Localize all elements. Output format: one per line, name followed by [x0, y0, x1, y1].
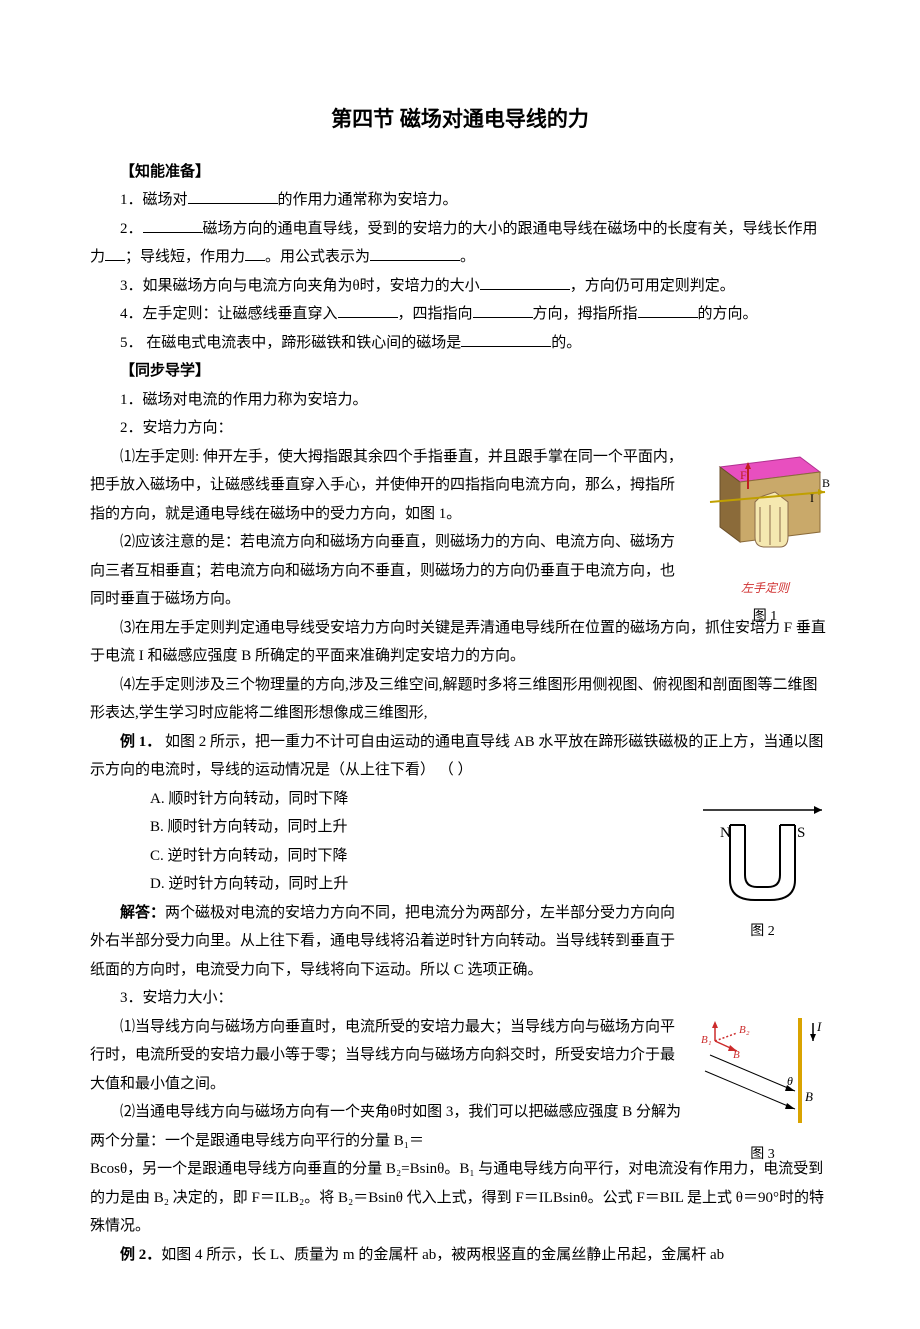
ex1-answer: 解答：两个磁极对电流的安培力方向不同，把电流分为两部分，左半部分受力方向向外右半…: [90, 899, 685, 985]
ex1-opt-d: D. 逆时针方向转动，同时上升: [90, 870, 685, 899]
sync-p3-1: ⑴当导线方向与磁场方向垂直时，电流所受的安培力最大；当导线方向与磁场方向平行时，…: [90, 1013, 685, 1099]
page-title: 第四节 磁场对通电导线的力: [90, 100, 830, 140]
fig1-caption: 图 1: [700, 604, 830, 631]
ex1-opt-c: C. 逆时针方向转动，同时下降: [90, 842, 685, 871]
ex1-ans-text: 两个磁极对电流的安培力方向不同，把电流分为两部分，左半部分受力方向向外右半部分受…: [90, 905, 675, 978]
q5-b: 的。: [551, 335, 581, 351]
fig2-caption: 图 2: [695, 919, 830, 946]
blank: [105, 246, 125, 261]
blank: [188, 189, 278, 204]
figure-2: N S 图 2: [695, 795, 830, 946]
label-B: B: [822, 476, 830, 490]
sync-p2: 2．安培力方向：: [90, 414, 830, 443]
blank: [245, 246, 265, 261]
q1-b: 的作用力通常称为安培力。: [278, 192, 458, 208]
example-1: 例 1． 如图 2 所示，把一重力不计可自由运动的通电直导线 AB 水平放在蹄形…: [90, 728, 830, 785]
ans-label: 解答：: [120, 904, 165, 921]
prep-q4: 4．左手定则：让磁感线垂直穿入 ，四指指向 方向，拇指所指 的方向。: [90, 300, 830, 329]
blank: [480, 275, 570, 290]
sync-p2-1: ⑴左手定则: 伸开左手，使大拇指跟其余四个手指垂直，并且跟手掌在同一个平面内，把…: [90, 443, 685, 529]
ex2-label: 例 2．: [120, 1247, 161, 1263]
label-Bvec: B: [733, 1049, 740, 1061]
row-fig2: A. 顺时针方向转动，同时下降 B. 顺时针方向转动，同时上升 C. 逆时针方向…: [90, 785, 830, 985]
blank: [143, 218, 203, 233]
q2-c: ；导线短，作用力: [125, 249, 245, 265]
row-fig3: ⑴当导线方向与磁场方向垂直时，电流所受的安培力最大；当导线方向与磁场方向平行时，…: [90, 1013, 830, 1156]
ex2-text: 如图 4 所示，长 L、质量为 m 的金属杆 ab，被两根竖直的金属丝静止吊起，…: [161, 1247, 724, 1263]
sync-p2-2: ⑵应该注意的是：若电流方向和磁场方向垂直，则磁场力的方向、电流方向、磁场方向三者…: [90, 528, 685, 614]
left-hand-rule-icon: F I B: [700, 447, 830, 567]
q4-b: ，四指指向: [398, 306, 473, 322]
example-2: 例 2．如图 4 所示，长 L、质量为 m 的金属杆 ab，被两根竖直的金属丝静…: [90, 1241, 830, 1270]
prep-q1: 1．磁场对 的作用力通常称为安培力。: [90, 186, 830, 215]
q2-d: 。用公式表示为: [265, 249, 370, 265]
prep-q2: 2．磁场方向的通电直导线，受到的安培力的大小的跟通电导线在磁场中的长度有关，导线…: [90, 215, 830, 272]
label-B: B: [805, 1089, 813, 1104]
label-I: I: [810, 491, 814, 505]
q2-e: 。: [460, 249, 475, 265]
blank: [370, 246, 460, 261]
ex1-opt-a: A. 顺时针方向转动，同时下降: [90, 785, 685, 814]
label-B2: B₂: [739, 1024, 750, 1036]
q2-a: 2．: [120, 221, 143, 237]
label-B1: B₁: [701, 1034, 712, 1046]
label-I: I: [816, 1019, 822, 1034]
ex1-label: 例 1．: [120, 734, 161, 750]
prep-heading: 【知能准备】: [90, 158, 830, 187]
sync-p3: 3．安培力大小：: [90, 984, 830, 1013]
sync-p2-4: ⑷左手定则涉及三个物理量的方向,涉及三维空间,解题时多将三维图形用侧视图、俯视图…: [90, 671, 830, 728]
blank: [461, 332, 551, 347]
fig3-caption: 图 3: [695, 1142, 830, 1169]
prep-q3: 3．如果磁场方向与电流方向夹角为θ时，安培力的大小 ，方向仍可用定则判定。: [90, 272, 830, 301]
q1-a: 1．磁场对: [120, 192, 188, 208]
label-N: N: [720, 825, 731, 841]
sync-p3-2-partial: ⑵当通电导线方向与磁场方向有一个夹角θ时如图 3，我们可以把磁感应强度 B 分解…: [90, 1098, 685, 1155]
q4-a: 4．左手定则：让磁感线垂直穿入: [120, 306, 338, 322]
q4-c: 方向，拇指所指: [533, 306, 638, 322]
ex1-opt-b: B. 顺时针方向转动，同时上升: [90, 813, 685, 842]
label-F: F: [740, 468, 747, 482]
q4-d: 的方向。: [698, 306, 758, 322]
fig1-caption-red: 左手定则: [700, 577, 830, 600]
sync-heading: 【同步导学】: [90, 357, 830, 386]
blank: [338, 303, 398, 318]
q3-a: 3．如果磁场方向与电流方向夹角为θ时，安培力的大小: [120, 278, 480, 294]
q3-b: ，方向仍可用定则判定。: [570, 278, 735, 294]
figure-1: F I B 左手定则 图 1: [700, 447, 830, 631]
prep-q5: 5． 在磁电式电流表中，蹄形磁铁和铁心间的磁场是 的。: [90, 329, 830, 358]
row-fig1: ⑴左手定则: 伸开左手，使大拇指跟其余四个手指垂直，并且跟手掌在同一个平面内，把…: [90, 443, 830, 614]
ex1-text: 如图 2 所示，把一重力不计可自由运动的通电直导线 AB 水平放在蹄形磁铁磁极的…: [90, 734, 823, 779]
figure-3: I θ B B₁ B B₂ 图 3: [695, 1013, 830, 1169]
sync-p1: 1．磁场对电流的作用力称为安培力。: [90, 386, 830, 415]
q5-a: 5． 在磁电式电流表中，蹄形磁铁和铁心间的磁场是: [120, 335, 461, 351]
blank: [638, 303, 698, 318]
b-decomposition-icon: I θ B B₁ B B₂: [695, 1013, 830, 1128]
horseshoe-magnet-icon: N S: [695, 795, 830, 905]
label-S: S: [797, 825, 805, 841]
label-theta: θ: [787, 1074, 793, 1088]
blank: [473, 303, 533, 318]
